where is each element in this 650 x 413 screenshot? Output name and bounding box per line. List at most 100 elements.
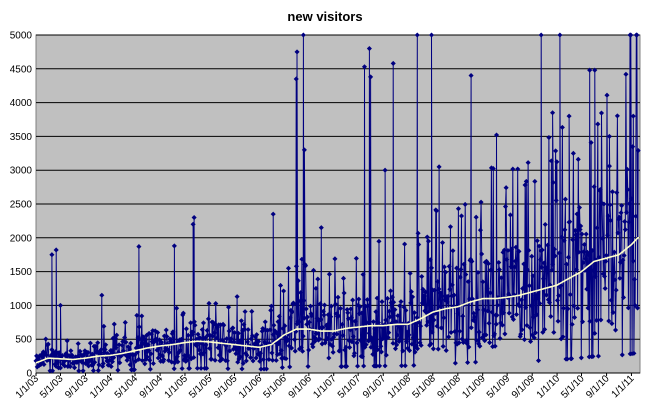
data-point (196, 347, 202, 353)
data-point (186, 365, 192, 371)
x-tick-label: 5/1/04 (113, 373, 141, 401)
data-point (326, 271, 332, 277)
data-point (231, 339, 237, 345)
data-point (134, 312, 140, 318)
data-point (364, 320, 370, 326)
data-point (335, 294, 341, 300)
data-point (408, 289, 414, 295)
data-point (133, 345, 139, 351)
data-point (358, 337, 364, 343)
data-point (508, 264, 514, 270)
data-point (397, 335, 403, 341)
data-point (369, 336, 375, 342)
data-point (328, 314, 334, 320)
data-point (416, 241, 422, 248)
data-point (425, 238, 432, 244)
x-tick-label: 9/1/09 (510, 373, 538, 401)
x-tick-label: 5/1/05 (187, 373, 215, 401)
data-point (359, 354, 365, 360)
data-point (471, 310, 477, 316)
data-point (610, 309, 616, 316)
data-point (569, 321, 575, 327)
data-point (565, 306, 571, 312)
data-point (407, 270, 413, 276)
data-point (93, 343, 99, 349)
data-point (478, 199, 484, 205)
data-point (477, 343, 483, 349)
data-point (428, 32, 435, 38)
data-point (579, 231, 585, 237)
x-tick-label: 1/1/06 (237, 373, 265, 401)
data-point (59, 353, 65, 359)
data-point (412, 349, 418, 355)
data-point (210, 333, 216, 339)
data-point (408, 300, 414, 306)
data-point (277, 282, 284, 288)
data-point (368, 344, 374, 350)
data-point (245, 327, 251, 333)
data-point (378, 349, 384, 355)
data-point (254, 332, 260, 338)
data-point (178, 336, 185, 342)
data-point (592, 330, 598, 336)
data-point (414, 314, 420, 321)
data-point (43, 352, 49, 358)
data-point (89, 351, 95, 357)
data-point (611, 249, 617, 255)
data-point (510, 316, 516, 322)
data-point (263, 366, 270, 372)
data-point (357, 304, 363, 310)
data-point (446, 334, 452, 340)
data-point (499, 322, 505, 328)
data-point (281, 288, 287, 294)
data-point (620, 257, 626, 263)
data-point (311, 267, 317, 273)
data-point (487, 340, 493, 346)
data-point (568, 356, 575, 362)
data-point (518, 331, 524, 337)
data-point (180, 310, 186, 316)
data-point (268, 307, 274, 313)
data-point (131, 367, 137, 373)
data-point (480, 279, 486, 285)
data-point (292, 337, 298, 343)
data-point (383, 352, 389, 358)
data-point (493, 321, 499, 327)
data-point (333, 301, 339, 307)
data-point (505, 248, 511, 254)
data-point (153, 337, 159, 343)
data-point (447, 286, 453, 292)
data-point (611, 270, 617, 276)
y-tick-label: 4500 (10, 64, 33, 75)
x-tick-label: 1/1/04 (88, 373, 116, 401)
data-point (394, 342, 400, 348)
x-tick-label: 5/1/06 (261, 373, 289, 401)
data-point (306, 347, 312, 353)
data-point (339, 321, 345, 328)
data-point (204, 365, 210, 371)
data-point (373, 363, 380, 369)
data-point (449, 282, 455, 288)
data-point (227, 348, 233, 354)
data-point (363, 342, 369, 348)
data-point (243, 358, 249, 364)
data-point (497, 335, 503, 341)
data-point (171, 243, 177, 249)
x-tick-label: 1/1/09 (460, 373, 488, 401)
data-point (109, 348, 115, 354)
data-point (348, 315, 354, 321)
data-point (635, 147, 641, 154)
data-point (321, 312, 327, 318)
data-point (378, 343, 384, 349)
data-point (608, 217, 614, 224)
data-point (344, 306, 350, 313)
data-point (607, 202, 613, 208)
data-point (411, 362, 417, 368)
data-point (345, 310, 351, 316)
data-point (297, 298, 303, 304)
data-point (147, 357, 153, 363)
data-point (526, 283, 532, 289)
data-point (62, 363, 68, 369)
data-point (471, 314, 477, 320)
